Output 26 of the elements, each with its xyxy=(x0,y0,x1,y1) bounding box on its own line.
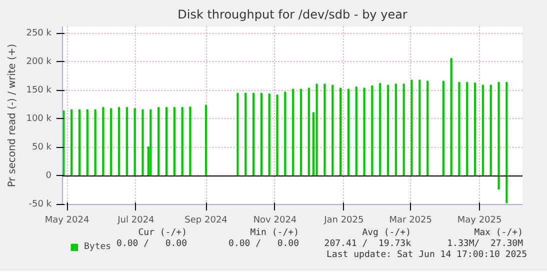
x-tick-label: Jan 2025 xyxy=(323,216,364,226)
y-axis-title: Pr second read (-) / write (+) xyxy=(7,44,18,188)
y-tick-label: 150 k xyxy=(26,85,52,96)
y-tick-label: -50 k xyxy=(28,200,52,210)
x-tick-label: May 2025 xyxy=(457,216,502,226)
text: Min (-/+) xyxy=(249,228,299,239)
text: 0.00 / 0.00 xyxy=(228,239,299,250)
y-tick-label: 100 k xyxy=(26,114,52,124)
text: Max (-/+) xyxy=(473,228,523,239)
legend-label: Bytes xyxy=(84,242,112,252)
text: 207.41 / 19.73k xyxy=(323,239,411,250)
y-tick-label: 0 xyxy=(46,170,52,181)
y-tick-label: 200 k xyxy=(26,56,52,67)
text: Cur (-/+) xyxy=(137,228,187,239)
x-tick-label: Sep 2024 xyxy=(184,216,228,226)
y-tick-label: 250 k xyxy=(26,28,52,38)
text: 1.33M/ 27.30M xyxy=(446,239,523,250)
text: Last update: Sat Jun 14 17:00:10 2025 xyxy=(326,250,527,260)
x-tick-label: Nov 2024 xyxy=(253,216,297,226)
x-tick-label: Mar 2025 xyxy=(389,216,432,226)
x-tick-label: May 2024 xyxy=(44,216,90,226)
y-tick-label: 50 k xyxy=(32,142,52,152)
x-tick-label: Jul 2024 xyxy=(116,216,155,226)
text: Avg (-/+) xyxy=(361,228,411,239)
text: 0.00 / 0.00 xyxy=(116,239,187,249)
chart-title: Disk throughput for /dev/sdb - by year xyxy=(178,8,408,22)
